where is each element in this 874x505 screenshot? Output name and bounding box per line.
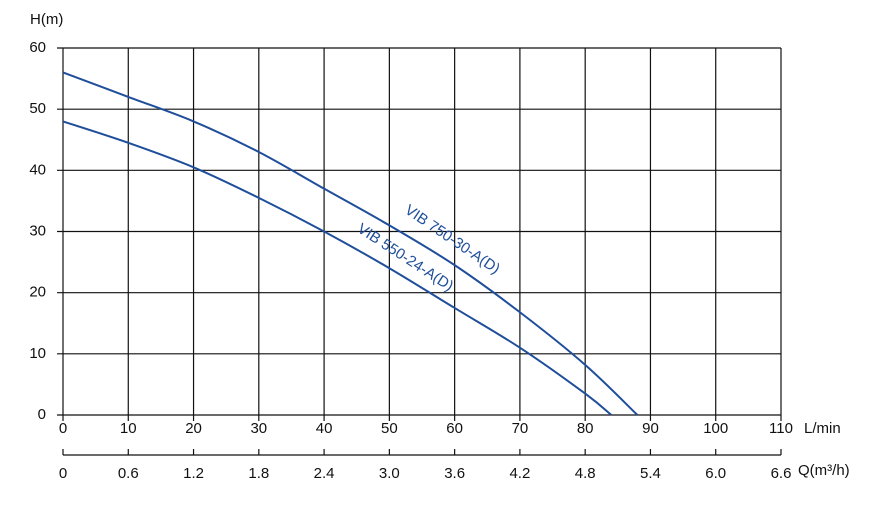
x2-tick-label: 3.6	[444, 465, 465, 482]
x2-tick-label: 0	[59, 465, 67, 482]
x2-tick-label: 5.4	[640, 465, 661, 482]
x-tick-label: 50	[381, 420, 398, 437]
curve	[62, 120, 612, 416]
x-tick-label: 60	[446, 420, 463, 437]
y-tick-label: 60	[29, 39, 46, 56]
x2-tick-label: 4.8	[575, 465, 596, 482]
y-tick-label: 10	[29, 345, 46, 362]
x2-tick-label: 6.0	[705, 465, 726, 482]
x-tick-label: 80	[577, 420, 594, 437]
curve	[62, 71, 639, 416]
x-tick-label: 70	[512, 420, 529, 437]
x2-tick-label: 3.0	[379, 465, 400, 482]
x2-tick-label: 6.6	[771, 465, 792, 482]
x-tick-label: 30	[250, 420, 267, 437]
x-tick-label: 0	[59, 420, 67, 437]
x2-tick-label: 2.4	[314, 465, 335, 482]
x-tick-label: 100	[703, 420, 728, 437]
x2-tick-label: 4.2	[509, 465, 530, 482]
y-tick-label: 30	[29, 222, 46, 239]
x-tick-label: 40	[316, 420, 333, 437]
x2-tick-label: 1.2	[183, 465, 204, 482]
y-axis-label: H(m)	[30, 11, 63, 28]
x-tick-label: 20	[185, 420, 202, 437]
x-tick-label: 90	[642, 420, 659, 437]
x2-tick-label: 0.6	[118, 465, 139, 482]
y-tick-label: 20	[29, 284, 46, 301]
x2-axis-label: Q(m³/h)	[798, 462, 850, 479]
y-tick-label: 40	[29, 161, 46, 178]
y-tick-label: 50	[29, 100, 46, 117]
x-tick-label: 110	[769, 420, 793, 437]
y-tick-label: 0	[38, 406, 46, 423]
x-axis-label: L/min	[804, 420, 841, 437]
x-tick-label: 10	[120, 420, 137, 437]
x2-tick-label: 1.8	[248, 465, 269, 482]
